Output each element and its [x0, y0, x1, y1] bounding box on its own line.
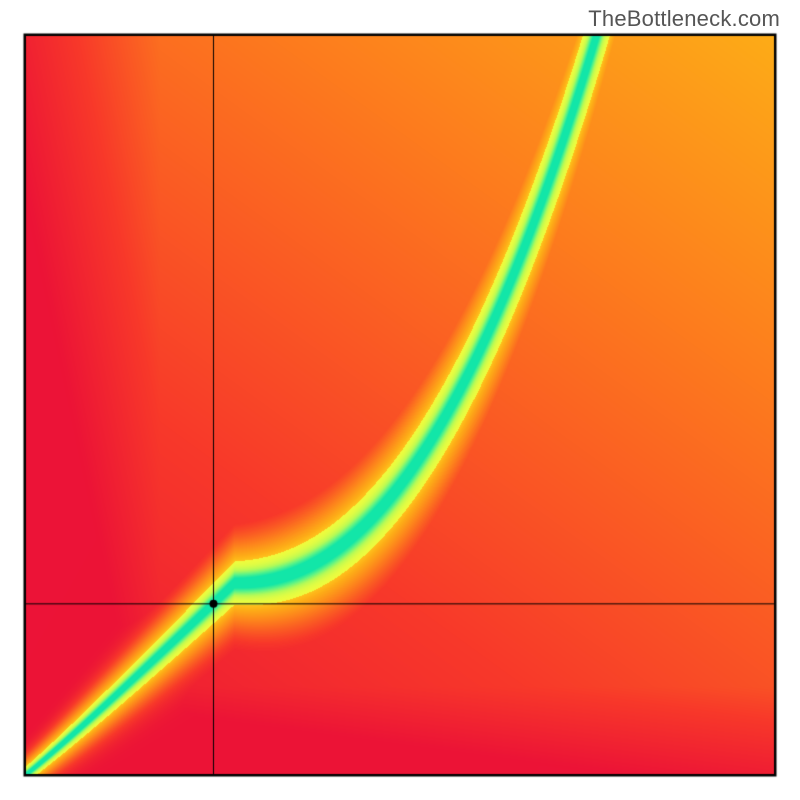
chart-container: TheBottleneck.com [0, 0, 800, 800]
source-watermark: TheBottleneck.com [588, 6, 780, 32]
bottleneck-heatmap-canvas [0, 0, 800, 800]
